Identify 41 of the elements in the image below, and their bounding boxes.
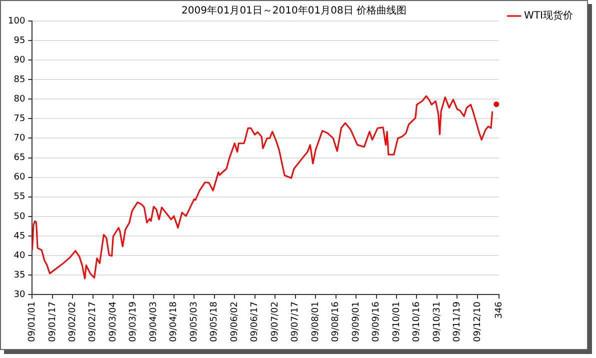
x-tick-label: 09/09/16 xyxy=(372,301,382,342)
x-tick-label: 09/08/01 xyxy=(310,302,321,342)
y-tick-label: 80 xyxy=(14,94,26,105)
legend-label: WTI现货价 xyxy=(524,10,574,22)
y-tick-label: 55 xyxy=(14,192,26,202)
y-tick-label: 30 xyxy=(14,290,26,300)
x-tick-label: 09/10/16 xyxy=(412,301,422,342)
y-tick-label: 95 xyxy=(14,36,26,46)
x-tick-label: 09/07/17 xyxy=(290,302,301,342)
x-tick-label: 09/03/19 xyxy=(128,301,139,342)
x-tick-label: 09/04/03 xyxy=(148,302,159,342)
x-tick-label: 09/01/17 xyxy=(48,302,58,342)
chart-title: 2009年01月01日～2010年01月08日 价格曲线图 xyxy=(182,4,406,17)
x-tick-label: 09/10/01 xyxy=(392,302,402,342)
y-tick-label: 60 xyxy=(14,172,26,183)
y-tick-label: 50 xyxy=(14,212,26,222)
x-tick-label: 09/05/03 xyxy=(189,302,200,342)
x-tick-label: 09/11/19 xyxy=(452,301,463,342)
x-tick-label: 09/12/10 xyxy=(472,301,483,342)
y-tick-label: 85 xyxy=(14,74,26,85)
x-tick-label: 09/05/18 xyxy=(210,301,220,342)
x-tick-label: 346 xyxy=(494,301,504,319)
x-tick-label: 09/06/17 xyxy=(250,302,260,342)
x-tick-label: 09/01/01 xyxy=(28,302,38,342)
y-tick-label: 70 xyxy=(14,134,26,144)
x-tick-label: 09/09/01 xyxy=(351,302,362,342)
y-tick-label: 100 xyxy=(8,16,26,26)
y-tick-label: 35 xyxy=(14,270,26,280)
y-tick-label: 40 xyxy=(14,250,26,261)
y-tick-label: 90 xyxy=(14,55,26,66)
y-tick-label: 45 xyxy=(14,231,26,242)
y-tick-label: 65 xyxy=(14,153,26,164)
x-tick-label: 09/02/02 xyxy=(68,302,78,342)
x-tick-label: 09/08/16 xyxy=(331,301,342,342)
x-tick-label: 09/03/04 xyxy=(108,301,118,342)
x-tick-label: 09/06/02 xyxy=(230,302,240,342)
x-tick-label: 09/10/31 xyxy=(432,302,442,342)
x-tick-label: 09/04/18 xyxy=(169,301,180,342)
x-tick-label: 09/07/02 xyxy=(270,302,280,342)
x-tick-label: 09/02/17 xyxy=(88,302,98,342)
y-tick-label: 75 xyxy=(14,114,26,124)
